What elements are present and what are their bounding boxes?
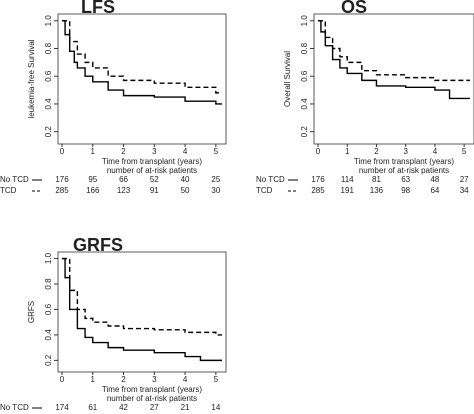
at-risk-title: number of at-risk patients <box>107 166 197 175</box>
survival-curve <box>62 257 222 362</box>
at-risk-count: 285 <box>311 186 325 195</box>
x-tick-label: 2 <box>121 147 126 156</box>
y-tick-label: 0.4 <box>44 98 53 110</box>
survival-curve <box>62 257 222 336</box>
at-risk-title: number of at-risk patients <box>359 166 449 175</box>
x-axis-label: Time from transplant (years) <box>102 157 203 166</box>
y-axis-label: Overall Survival <box>283 51 292 107</box>
legend-label: No TCD <box>0 403 29 412</box>
y-tick-label: 0.8 <box>300 42 309 54</box>
y-tick-label: 0.8 <box>44 278 53 290</box>
y-tick-label: 1.0 <box>44 252 53 264</box>
x-tick-label: 5 <box>214 375 219 384</box>
at-risk-count: 166 <box>86 186 100 195</box>
at-risk-count: 40 <box>181 175 190 184</box>
at-risk-count: 95 <box>88 175 97 184</box>
at-risk-count: 64 <box>430 186 439 195</box>
x-tick-label: 2 <box>121 375 126 384</box>
legend-label: No TCD <box>256 175 285 184</box>
at-risk-count: 285 <box>55 186 69 195</box>
survival-curve <box>318 20 470 100</box>
at-risk-count: 34 <box>460 186 469 195</box>
at-risk-count: 191 <box>341 186 355 195</box>
at-risk-count: 136 <box>370 186 384 195</box>
x-tick-label: 5 <box>462 147 467 156</box>
at-risk-count: 61 <box>88 403 97 412</box>
plot-frame <box>57 13 227 145</box>
legend-label: TCD <box>0 186 17 195</box>
plot-frame <box>313 13 474 145</box>
y-tick-label: 0.2 <box>44 354 53 366</box>
y-tick-label: 0.6 <box>44 303 53 315</box>
panel-title: GRFS <box>73 235 123 255</box>
panel-title: OS <box>341 0 367 17</box>
legend-label: No TCD <box>0 175 29 184</box>
y-tick-label: 1.0 <box>44 15 53 27</box>
x-tick-label: 4 <box>183 147 188 156</box>
at-risk-count: 176 <box>55 175 69 184</box>
x-tick-label: 4 <box>433 147 438 156</box>
at-risk-count: 123 <box>117 186 131 195</box>
x-tick-label: 3 <box>403 147 408 156</box>
at-risk-count: 81 <box>372 175 381 184</box>
at-risk-count: 30 <box>211 186 220 195</box>
at-risk-count: 114 <box>341 175 354 184</box>
at-risk-count: 14 <box>211 403 220 412</box>
at-risk-count: 50 <box>181 186 190 195</box>
y-tick-label: 0.2 <box>300 126 309 138</box>
x-tick-label: 0 <box>60 375 65 384</box>
y-tick-label: 0.6 <box>44 70 53 82</box>
x-tick-label: 1 <box>345 147 350 156</box>
x-tick-label: 0 <box>316 147 321 156</box>
y-tick-label: 0.6 <box>300 70 309 82</box>
x-tick-label: 3 <box>152 147 157 156</box>
at-risk-count: 176 <box>311 175 325 184</box>
at-risk-count: 27 <box>150 403 159 412</box>
at-risk-count: 48 <box>430 175 439 184</box>
legend-label: TCD <box>256 186 273 195</box>
at-risk-count: 174 <box>55 403 69 412</box>
at-risk-count: 63 <box>401 175 410 184</box>
at-risk-title: number of at-risk patients <box>107 394 197 403</box>
x-axis-label: Time from transplant (years) <box>354 157 455 166</box>
at-risk-count: 42 <box>119 403 128 412</box>
at-risk-count: 52 <box>150 175 159 184</box>
at-risk-count: 27 <box>460 175 469 184</box>
at-risk-count: 25 <box>211 175 220 184</box>
at-risk-count: 98 <box>401 186 410 195</box>
panel-title: LFS <box>81 0 115 17</box>
at-risk-count: 66 <box>119 175 128 184</box>
at-risk-count: 21 <box>181 403 190 412</box>
x-tick-label: 1 <box>91 375 96 384</box>
x-axis-label: Time from transplant (years) <box>102 385 203 394</box>
plot-frame <box>57 251 227 373</box>
x-tick-label: 3 <box>152 375 157 384</box>
y-tick-label: 0.2 <box>44 126 53 138</box>
x-tick-label: 5 <box>214 147 219 156</box>
x-tick-label: 1 <box>91 147 96 156</box>
y-tick-label: 0.8 <box>44 42 53 54</box>
y-axis-label: GRFS <box>27 301 36 323</box>
y-axis-label: leukemia-free Survival <box>27 39 36 118</box>
y-tick-label: 1.0 <box>300 15 309 27</box>
y-tick-label: 0.4 <box>300 98 309 110</box>
survival-curve <box>62 20 222 105</box>
y-tick-label: 0.4 <box>44 329 53 341</box>
survival-curve <box>318 20 470 82</box>
x-tick-label: 0 <box>60 147 65 156</box>
x-tick-label: 4 <box>183 375 188 384</box>
survival-curve <box>62 20 222 94</box>
x-tick-label: 2 <box>374 147 379 156</box>
at-risk-count: 91 <box>150 186 159 195</box>
